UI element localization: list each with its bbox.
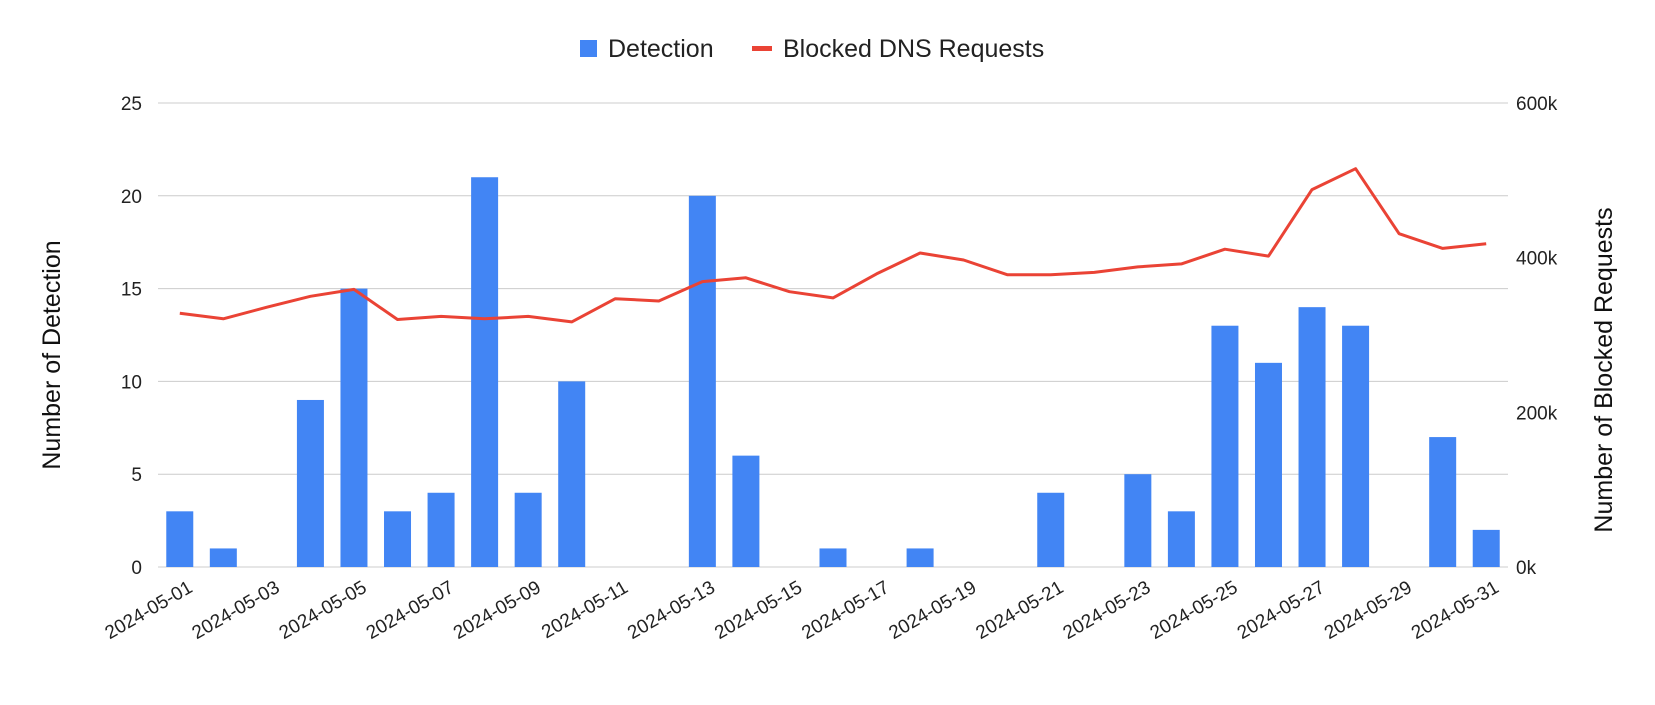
detection-bar	[1211, 325, 1239, 567]
detection-bar	[1124, 474, 1152, 567]
right-axis-tick-label: 600k	[1516, 94, 1558, 115]
left-axis-tick-label: 20	[121, 187, 142, 208]
x-axis-tick-label: 2024-05-17	[798, 577, 893, 644]
detection-bar	[906, 548, 934, 567]
x-axis-tick-label: 2024-05-21	[973, 577, 1068, 644]
detection-bar	[514, 492, 542, 567]
detection-bar	[1472, 529, 1500, 567]
detection-bar	[1429, 437, 1457, 567]
detection-bar	[427, 492, 455, 567]
right-axis-tick-label: 200k	[1516, 403, 1558, 424]
detection-bar	[471, 177, 499, 568]
left-axis-title: Number of Detection	[38, 240, 66, 469]
detection-bar	[688, 195, 716, 568]
x-axis-tick-label: 2024-05-01	[102, 577, 197, 644]
x-axis-tick-label: 2024-05-29	[1321, 577, 1416, 644]
detection-bar	[1342, 325, 1370, 567]
x-axis-ticks: 2024-05-012024-05-032024-05-052024-05-07…	[102, 577, 1503, 644]
left-axis-tick-label: 0	[131, 558, 142, 579]
detection-bar	[558, 381, 586, 567]
detection-bar	[732, 455, 760, 567]
left-axis-tick-label: 25	[121, 94, 142, 115]
x-axis-tick-label: 2024-05-05	[276, 577, 371, 644]
x-axis-tick-label: 2024-05-25	[1147, 577, 1242, 644]
detection-bar	[819, 548, 847, 567]
x-axis-tick-label: 2024-05-09	[450, 577, 545, 644]
detection-bar	[296, 399, 324, 567]
x-axis-tick-label: 2024-05-15	[711, 577, 806, 644]
legend: Detection Blocked DNS Requests	[580, 35, 1044, 63]
legend-label-detection: Detection	[608, 35, 714, 63]
x-axis-tick-label: 2024-05-31	[1408, 577, 1503, 644]
left-axis-tick-label: 10	[121, 372, 142, 393]
right-axis-ticks: 0k 200k 400k 600k	[1516, 94, 1558, 579]
left-axis-ticks: 0 5 10 15 20 25	[121, 94, 142, 579]
x-axis-tick-label: 2024-05-03	[189, 577, 284, 644]
right-axis-tick-label: 400k	[1516, 249, 1558, 270]
x-axis-tick-label: 2024-05-19	[885, 577, 980, 644]
right-axis-title: Number of Blocked Requests	[1590, 207, 1618, 532]
right-axis-tick-label: 0k	[1516, 558, 1537, 579]
x-axis-tick-label: 2024-05-27	[1234, 577, 1329, 644]
blocked-dns-line-layer	[179, 167, 1487, 324]
x-axis-tick-label: 2024-05-13	[624, 577, 719, 644]
detection-bars	[166, 177, 1500, 568]
left-axis-tick-label: 15	[121, 280, 142, 301]
x-axis-tick-label: 2024-05-07	[363, 577, 458, 644]
detection-bar	[209, 548, 237, 567]
blocked-dns-line	[179, 167, 1487, 324]
detection-bar	[1254, 362, 1282, 567]
left-axis-tick-label: 5	[131, 465, 142, 486]
legend-label-blocked-dns: Blocked DNS Requests	[783, 35, 1044, 63]
detection-bar	[1037, 492, 1065, 567]
detection-bar	[1167, 511, 1195, 567]
detection-bar	[1298, 307, 1326, 567]
legend-swatch-blocked-dns	[752, 46, 772, 51]
gridlines	[158, 102, 1508, 568]
detection-bar	[166, 511, 194, 567]
x-axis-tick-label: 2024-05-23	[1060, 577, 1155, 644]
legend-swatch-detection	[580, 40, 597, 57]
detection-bar	[340, 288, 368, 567]
x-axis-tick-label: 2024-05-11	[538, 577, 631, 643]
detection-bar	[384, 511, 412, 567]
